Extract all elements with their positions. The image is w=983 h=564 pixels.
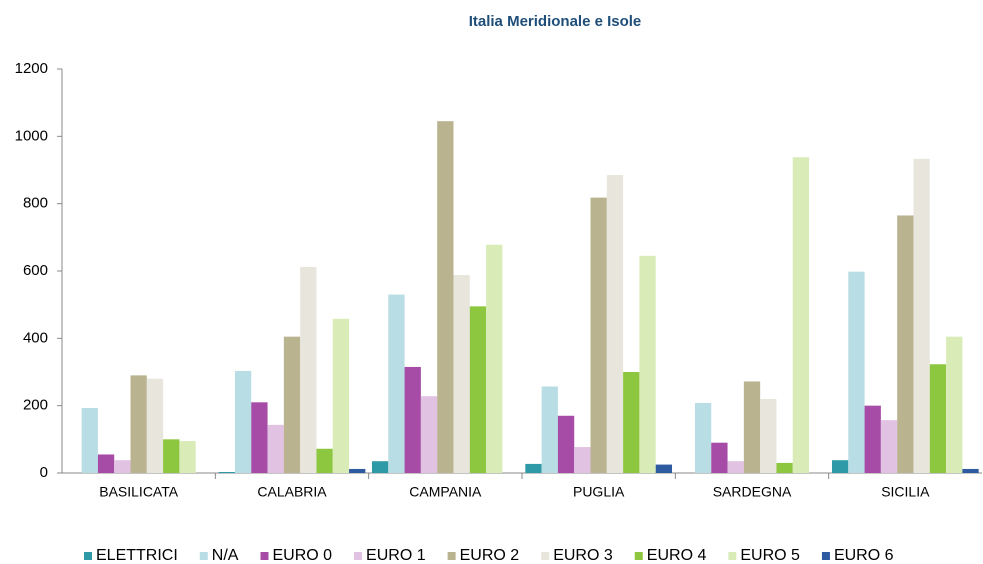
legend-swatch — [541, 552, 550, 560]
bar — [486, 244, 503, 473]
x-tick-label: SARDEGNA — [713, 484, 792, 500]
bar — [557, 415, 575, 473]
legend-swatch — [199, 552, 208, 560]
legend-label: EURO 2 — [460, 547, 520, 564]
bar — [929, 364, 947, 473]
bar — [234, 370, 252, 473]
legend-label: EURO 1 — [366, 547, 426, 564]
bar — [81, 408, 98, 473]
x-tick-label: BASILICATA — [99, 484, 179, 500]
bar — [639, 255, 656, 473]
chart-title: Italia Meridionale e Isole — [469, 13, 642, 30]
x-tick-label: SICILIA — [881, 484, 930, 500]
bar — [831, 460, 849, 473]
bar — [880, 420, 898, 473]
legend-swatch — [260, 552, 269, 560]
bar — [864, 405, 881, 473]
bar — [776, 462, 793, 473]
bar — [897, 215, 914, 473]
legend-label: N/A — [212, 547, 239, 564]
bar — [623, 372, 640, 473]
legend-label: EURO 6 — [834, 547, 894, 564]
y-tick-label: 400 — [23, 329, 48, 346]
bar — [525, 463, 542, 473]
bar — [727, 461, 744, 473]
y-tick-label: 200 — [23, 397, 48, 414]
bar — [420, 396, 438, 473]
bar — [848, 271, 865, 473]
y-tick-label: 1000 — [15, 127, 48, 144]
x-tick-label: PUGLIA — [573, 484, 625, 500]
y-tick-label: 800 — [23, 195, 48, 212]
legend-swatch — [821, 552, 830, 560]
legend-label: ELETTRICI — [96, 547, 178, 564]
bar — [267, 424, 284, 473]
bar — [251, 402, 268, 473]
bar — [792, 157, 810, 473]
x-tick-label: CALABRIA — [257, 484, 327, 500]
bar — [606, 175, 624, 474]
legend-label: EURO 5 — [740, 547, 800, 564]
bar — [469, 306, 487, 473]
bar — [913, 158, 930, 473]
bar — [590, 197, 607, 473]
y-tick-label: 1200 — [15, 60, 48, 77]
bar — [388, 294, 405, 473]
legend-label: EURO 4 — [647, 547, 707, 564]
bar — [760, 398, 777, 473]
legend-swatch — [447, 552, 456, 560]
bar — [371, 461, 389, 473]
bar — [349, 468, 366, 473]
bar — [300, 266, 317, 473]
y-tick-label: 0 — [40, 464, 48, 481]
bar — [404, 366, 421, 473]
bar — [453, 275, 470, 473]
bar — [218, 471, 235, 473]
bar — [179, 441, 196, 473]
bar — [332, 318, 350, 473]
bar — [962, 468, 979, 473]
legend-label: EURO 0 — [272, 547, 332, 564]
bar — [114, 460, 131, 473]
y-tick-label: 600 — [23, 262, 48, 279]
bar — [541, 386, 558, 473]
bar — [283, 336, 301, 473]
legend-swatch — [728, 552, 737, 560]
bar — [743, 381, 761, 473]
bar — [694, 402, 712, 473]
bar — [437, 121, 454, 473]
bar — [146, 378, 164, 473]
x-tick-label: CAMPANIA — [409, 484, 482, 500]
legend-swatch — [634, 552, 643, 560]
bar — [574, 447, 591, 473]
bar — [130, 375, 147, 473]
bar — [655, 464, 673, 473]
bar — [97, 454, 115, 473]
legend-swatch — [354, 552, 363, 560]
bar — [946, 336, 963, 473]
bar — [316, 448, 333, 473]
legend-label: EURO 3 — [553, 547, 613, 564]
legend-swatch — [84, 552, 92, 560]
bar — [711, 442, 728, 473]
bar — [163, 439, 180, 473]
